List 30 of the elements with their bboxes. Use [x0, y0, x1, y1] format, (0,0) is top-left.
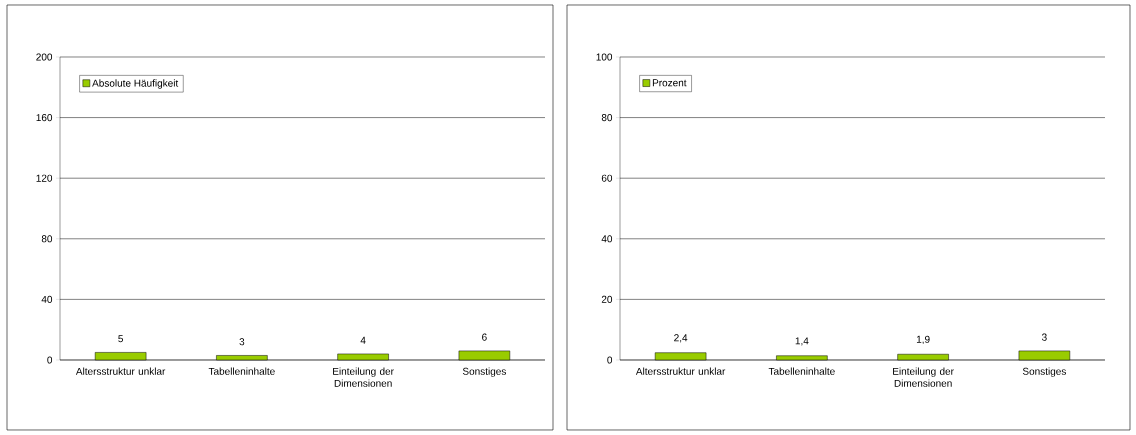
x-tick-label: Altersstruktur unklar	[75, 367, 166, 375]
x-tick-label: Tabelleninhalte	[208, 367, 275, 375]
data-label: 5	[118, 335, 123, 343]
y-tick-label: 100	[596, 53, 613, 61]
x-tick-label: Altersstruktur unklar	[635, 367, 726, 375]
y-tick-label: 80	[601, 114, 613, 122]
y-tick-label: 160	[36, 114, 53, 122]
x-tick-label: Einteilung der Dimensionen	[333, 367, 394, 387]
data-label: 2,4	[674, 334, 688, 343]
y-tick-label: 0	[47, 356, 53, 364]
x-tick-label: Sonstiges	[462, 367, 506, 377]
x-tick-label: Einteilung der Dimensionen	[893, 367, 954, 387]
legend-label: Prozent	[652, 79, 687, 87]
y-tick-label: 20	[601, 295, 613, 303]
y-tick-label: 80	[41, 235, 53, 243]
x-tick-label: Tabelleninhalte	[768, 367, 835, 375]
data-label: 4	[360, 336, 366, 344]
y-tick-label: 120	[36, 174, 53, 182]
y-tick-label: 0	[607, 356, 613, 364]
y-tick-label: 40	[601, 235, 613, 243]
x-tick-label: Sonstiges	[1022, 367, 1066, 377]
data-label: 3	[1041, 333, 1047, 341]
data-label: 3	[239, 338, 245, 346]
y-tick-label: 60	[601, 174, 613, 182]
y-tick-label: 40	[41, 295, 53, 303]
data-label: 6	[482, 333, 487, 341]
data-label: 1,9	[916, 335, 930, 345]
y-tick-label: 200	[36, 53, 53, 61]
data-label: 1,4	[795, 337, 809, 346]
legend-label: Absolute Häufigkeit	[92, 79, 179, 89]
